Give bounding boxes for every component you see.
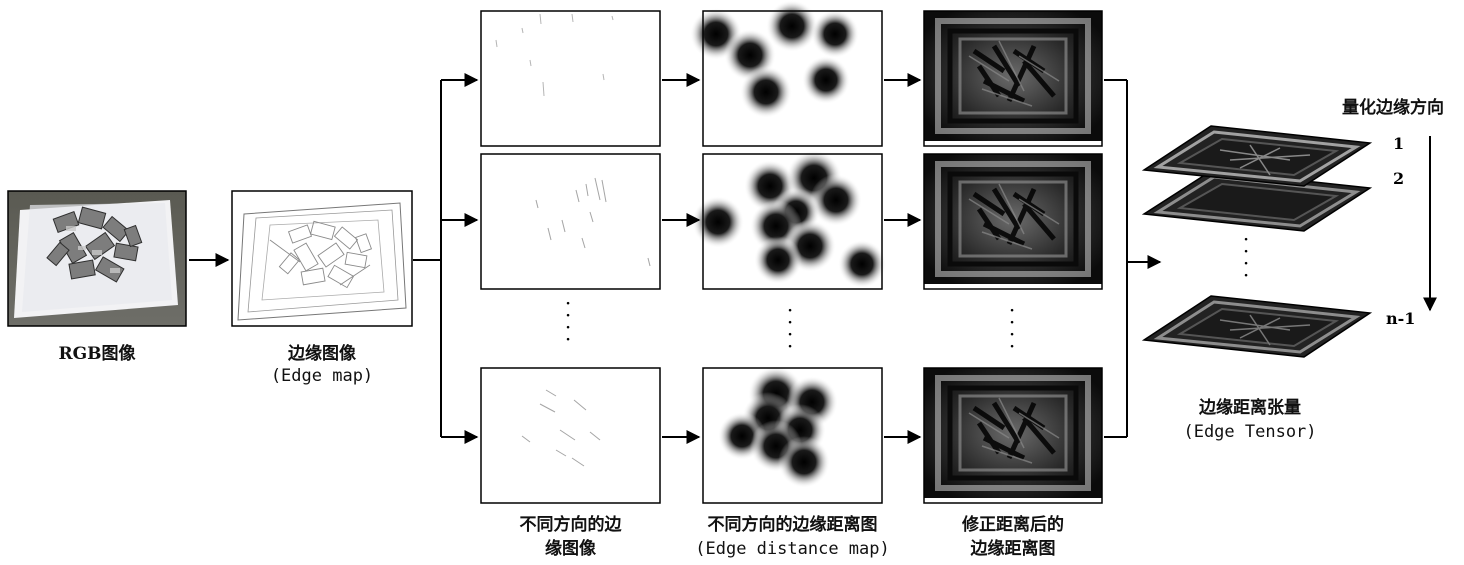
corrected-map-caption-l2: 边缘距离图 <box>970 539 1056 559</box>
tensor-layer-1-label: 1 <box>1393 134 1405 153</box>
directional-edge-image-n <box>480 367 661 504</box>
distance-map-caption-en: (Edge distance map) <box>695 539 890 559</box>
ellipsis-tensor: · · · · <box>1243 232 1249 284</box>
rgb-image <box>7 190 187 327</box>
rgb-caption: RGB图像 <box>58 344 136 364</box>
edge-distance-map-1 <box>690 0 883 147</box>
edge-distance-map-n <box>702 366 883 504</box>
corrected-distance-map-2 <box>924 154 1102 290</box>
corrected-map-caption-l1: 修正距离后的 <box>962 515 1064 535</box>
directional-edges-caption-l1: 不同方向的边 <box>519 515 622 535</box>
directional-edge-image-1 <box>480 10 661 147</box>
connectors <box>189 73 1437 444</box>
edge-distance-map-2 <box>692 150 886 290</box>
edge-tensor-layer-1 <box>1141 125 1373 187</box>
edge-tensor-caption-en: (Edge Tensor) <box>1183 422 1317 442</box>
quantized-direction-label: 量化边缘方向 <box>1342 98 1444 118</box>
tensor-layer-n-label: n-1 <box>1386 309 1416 328</box>
edge-map-caption-cn: 边缘图像 <box>288 344 356 364</box>
corrected-distance-map-1 <box>924 11 1102 147</box>
ellipsis-col3: · · · · <box>565 296 571 348</box>
ellipsis-col4: · · · · <box>787 303 793 355</box>
edge-tensor-caption-cn: 边缘距离张量 <box>1199 398 1301 418</box>
distance-map-caption-cn: 不同方向的边缘距离图 <box>707 515 878 535</box>
edge-tensor-layer-2 <box>1141 170 1373 232</box>
edge-map-image <box>231 190 413 327</box>
edge-map-caption-en: (Edge map) <box>270 366 374 386</box>
directional-edges-caption-l2: 缘图像 <box>545 539 596 559</box>
edge-tensor-layer-n <box>1141 295 1373 358</box>
directional-edge-image-2 <box>480 153 661 290</box>
corrected-distance-map-n <box>924 368 1102 504</box>
tensor-layer-2-label: 2 <box>1393 169 1405 188</box>
ellipsis-col5: · · · · <box>1009 303 1015 355</box>
